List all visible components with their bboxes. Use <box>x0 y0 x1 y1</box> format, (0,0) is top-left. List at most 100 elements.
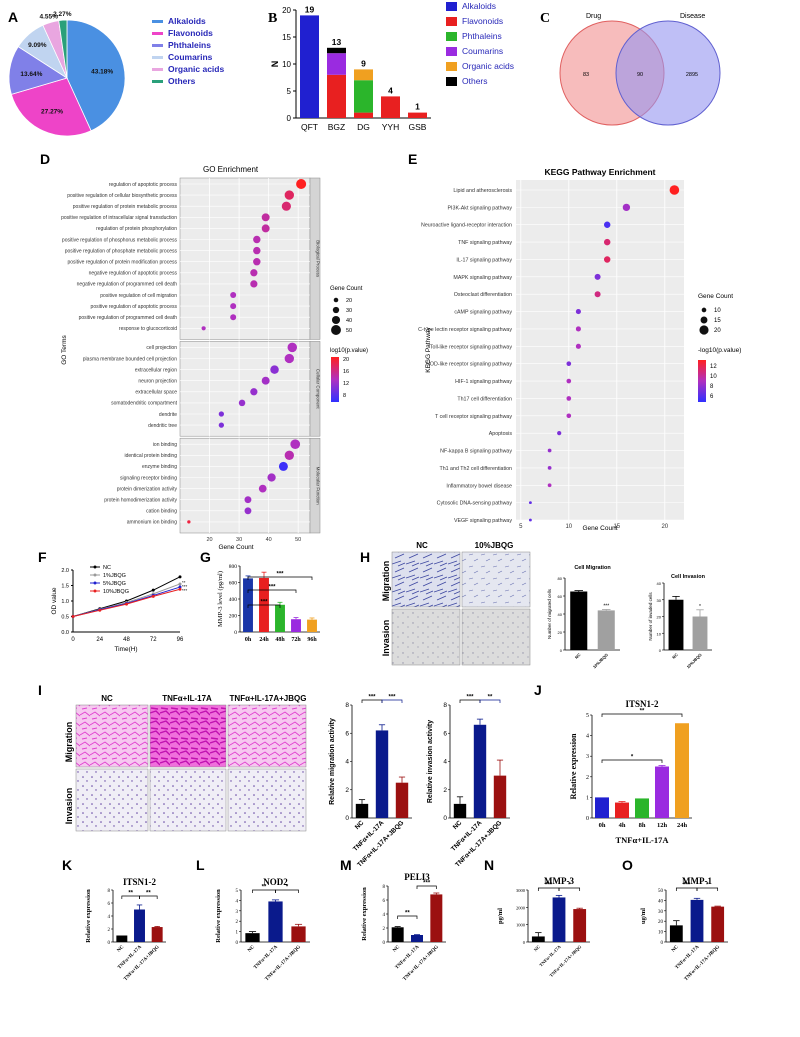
bar <box>411 935 423 942</box>
y-tick-label: 3000 <box>516 888 526 893</box>
y-tick-label: 0 <box>287 114 292 123</box>
size-legend-dot <box>699 325 709 335</box>
term-dot <box>296 178 307 190</box>
y-tick-label: 0 <box>586 816 589 822</box>
y-tick-label: 4 <box>108 915 111 920</box>
pathway-label: Apoptosis <box>489 431 513 437</box>
x-tick-label: 48h <box>275 637 285 643</box>
y-tick-label: 8 <box>383 885 386 890</box>
legend-swatch <box>446 32 457 41</box>
i-col-label-tnf: TNFα+IL-17A <box>162 694 212 703</box>
term-label: ammonium ion binding <box>127 520 178 526</box>
bar <box>395 782 409 818</box>
term-dot <box>261 224 270 233</box>
y-tick-label: 30 <box>658 910 664 915</box>
chart-title: ITSN1-2 <box>123 877 157 887</box>
y-tick-label: 0 <box>659 648 662 653</box>
size-legend-title: Gene Count <box>330 286 363 292</box>
bar <box>669 925 683 942</box>
y-tick-label: 3 <box>586 754 589 760</box>
panel-letter-e: E <box>408 151 417 167</box>
x-tick-label: 12h <box>657 822 668 829</box>
legend-label: Others <box>168 76 196 86</box>
significance-label: ** <box>488 695 493 701</box>
bar <box>291 619 301 632</box>
y-axis-label: Relative expression <box>361 887 368 941</box>
y-tick-label: 1000 <box>516 923 526 928</box>
facet-strip <box>309 341 321 437</box>
i-image-tnf-invasion <box>149 768 227 832</box>
x-tick-label: 48 <box>123 637 130 643</box>
y-axis-label: Relative expression <box>215 889 222 943</box>
color-legend-label: 8 <box>710 384 714 390</box>
pathway-label: TNF signaling pathway <box>458 240 512 246</box>
term-label: cation binding <box>146 509 177 515</box>
panel-i-invasion-bar: 02468NCTNFα+IL-17ATNFα+IL-17A+JBQGRelati… <box>427 695 510 869</box>
pathway-label: cAMP signaling pathway <box>454 310 512 316</box>
y-tick-label: 6 <box>443 730 447 737</box>
legend-swatch <box>446 47 457 56</box>
significance-bracket <box>696 887 719 891</box>
x-tick-label: 4h <box>619 822 626 829</box>
h-col-label-jbqg: 10%JBQG <box>475 541 514 550</box>
bar-segment <box>408 112 427 118</box>
bar-total-label: 19 <box>305 4 315 14</box>
h-image-jbqg-migration <box>461 551 531 608</box>
size-legend-label: 30 <box>346 308 352 314</box>
bar <box>375 730 389 818</box>
x-tick-label: 0 <box>71 637 75 643</box>
legend-marker <box>93 581 97 585</box>
term-label: positive regulation of protein metabolic… <box>73 204 178 210</box>
bar-segment <box>327 53 346 75</box>
y-tick-label: 800 <box>229 564 238 570</box>
legend-label: Organic acids <box>462 61 514 71</box>
panel-letter-j: J <box>534 682 542 698</box>
bar <box>552 897 566 942</box>
pie-slice <box>58 19 68 79</box>
y-tick-label: 0 <box>523 940 526 945</box>
y-tick-label: 6 <box>383 899 386 904</box>
y-tick-label: 80 <box>558 576 563 581</box>
facet-label: Biological Process <box>316 240 321 278</box>
panel-m-bar: 02468NCTNFα+IL-17ATNFα+IL-17A+JBQGPELI3R… <box>361 872 446 982</box>
bar <box>291 926 306 942</box>
y-tick-label: 20 <box>282 6 291 15</box>
y-tick-label: 4 <box>383 913 386 918</box>
term-label: positive regulation of protein modificat… <box>67 260 177 266</box>
x-tick-label: NC <box>452 819 464 831</box>
term-dot <box>281 201 291 211</box>
venn-circle-disease <box>615 20 721 126</box>
term-label: protein homodimerization activity <box>104 498 177 504</box>
chart-title: Cell Migration <box>574 565 611 571</box>
term-dot <box>284 353 294 364</box>
h-image-jbqg-invasion <box>461 608 531 666</box>
legend-swatch <box>446 77 457 86</box>
i-image-tnf-migration <box>149 704 227 768</box>
term-label: regulation of apoptotic process <box>109 182 178 188</box>
y-tick-label: 20 <box>658 920 664 925</box>
color-legend-label: 12 <box>343 381 349 387</box>
bar-segment <box>300 15 319 118</box>
legend-label: Coumarins <box>462 46 503 56</box>
y-axis-label: GO Terms <box>61 335 68 365</box>
pathway-dot <box>603 238 611 246</box>
term-label: positive regulation of phosphate metabol… <box>65 248 178 254</box>
legend-label: Flavonoids <box>168 28 213 38</box>
panel-h-images: NC 10%JBQG Migration Invasion <box>381 541 531 666</box>
panel-o-bar: 01020304050NCTNFα+IL-17ATNFα+IL-17A+JBQG… <box>640 876 728 982</box>
term-label: signaling receptor binding <box>120 475 177 481</box>
pathway-label: Inflammatory bowel disease <box>446 483 512 489</box>
term-label: identical protein binding <box>124 453 177 459</box>
bar <box>573 909 587 942</box>
term-dot <box>250 280 258 288</box>
chart-title: GO Enrichment <box>203 165 259 174</box>
significance-label: ** <box>640 709 645 715</box>
size-legend-label: 10 <box>714 308 721 314</box>
x-tick-label: NC <box>671 652 679 660</box>
significance-bracket <box>397 915 418 919</box>
panel-letter-b: B <box>268 11 277 26</box>
chart-title: NOD2 <box>263 877 288 887</box>
h-image-nc-invasion <box>391 608 461 666</box>
x-tick-label: NC <box>354 819 366 831</box>
i-row-label-migration: Migration <box>64 722 74 763</box>
